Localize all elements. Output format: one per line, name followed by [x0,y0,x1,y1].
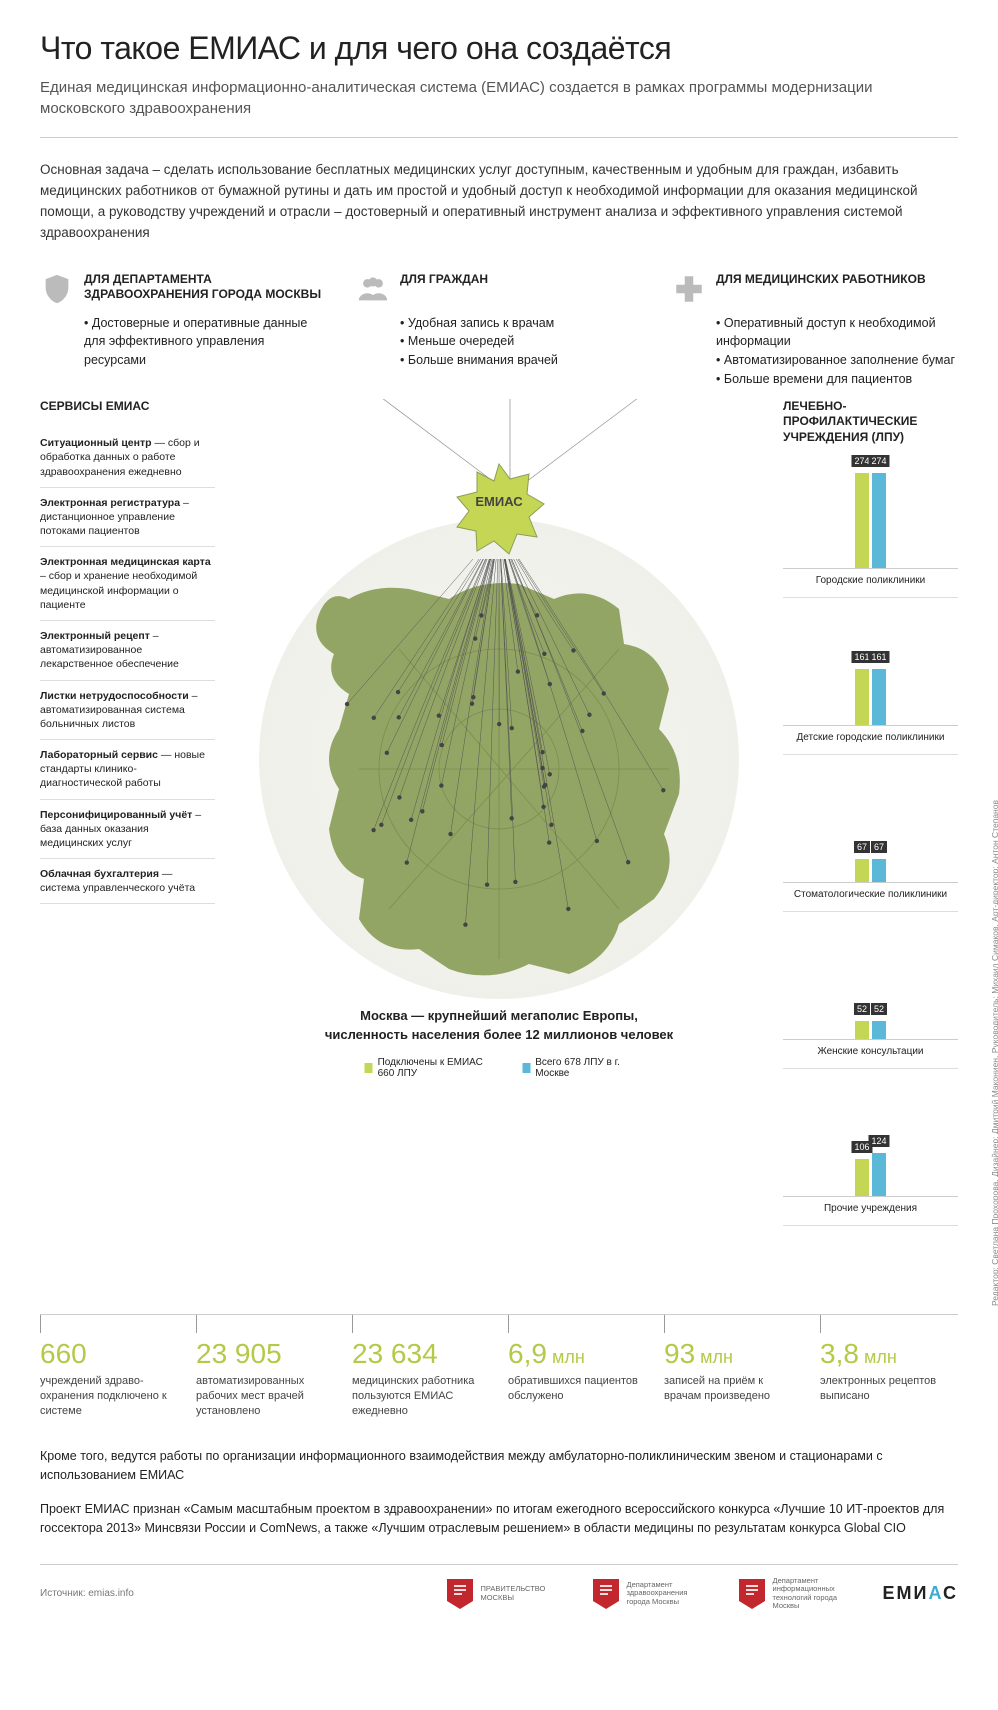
stat-block: 3,8 млн электронных рецептов выписано [820,1340,958,1419]
logo-caption: Департамент информационных технологий го… [773,1577,853,1612]
moscow-map-icon [279,559,719,989]
audience-bullet: Оперативный доступ к необходимой информа… [716,314,958,352]
partner-logo: Департамент информационных технологий го… [737,1577,853,1612]
lpu-heading: ЛЕЧЕБНО-ПРОФИЛАКТИЧЕСКИЕ УЧРЕЖДЕНИЯ (ЛПУ… [783,399,958,446]
logo-caption: Департамент здравоохранения города Москв… [627,1581,707,1607]
stat-text: электронных рецептов выписано [820,1374,958,1404]
service-item: Электронная регистратура – дистанционное… [40,488,215,548]
audience-bullet: Удобная запись к врачам [400,314,642,333]
lpu-chart: 52 52 Женские консультации [783,930,958,1069]
audience-bullet: Достоверные и оперативные данные для эфф… [84,314,326,370]
lpu-bar-connected: 161 [855,669,869,725]
outro-p2: Проект ЕМИАС признан «Самым масштабным п… [40,1500,958,1539]
stat-text: учреждений здраво­охранения подключено к… [40,1374,178,1419]
emias-logo: ЕМИАС [883,1583,959,1604]
emias-star-icon [449,459,549,559]
outro: Кроме того, ведутся работы по организаци… [40,1447,958,1539]
cross-icon [672,272,706,306]
shield-logo-icon [445,1577,475,1611]
credits-text: Редактор: Светлана Прохорова. Дизайнер: … [990,800,998,1306]
lpu-bar-connected: 67 [855,859,869,882]
stat-number: 93 млн [664,1340,802,1368]
lpu-bar-total: 124 [872,1153,886,1196]
lpu-bar-connected: 106 [855,1159,869,1196]
audience-title: ДЛЯ ГРАЖДАН [400,272,488,287]
services-heading: СЕРВИСЫ ЕМИАС [40,399,215,415]
stat-number: 3,8 млн [820,1340,958,1368]
stat-text: автомати­зированных рабочих мест врачей … [196,1374,334,1419]
service-item: Персонифици­рованный учёт – база данных … [40,800,215,860]
service-item: Ситуационный центр — сбор и обработка да… [40,428,215,488]
stat-block: 660 учреждений здраво­охранения подключе… [40,1340,178,1419]
people-icon [356,272,390,306]
lpu-chart: 274 274 Городские поликлиники [783,459,958,598]
stat-number: 23 634 [352,1340,490,1368]
lpu-bar-total: 67 [872,859,886,882]
source-label: Источник: emias.info [40,1588,134,1599]
lpu-bar-connected: 52 [855,1021,869,1039]
audiences-row: ДЛЯ ДЕПАРТАМЕНТА ЗДРАВООХРАНЕНИЯ ГОРОДА … [40,272,958,389]
audience-title: ДЛЯ МЕДИЦИНСКИХ РАБОТНИКОВ [716,272,926,287]
footer: Источник: emias.info ПРАВИТЕЛЬСТВО МОСКВ… [40,1564,958,1612]
lpu-label: Женские консультации [783,1046,958,1069]
audience-title: ДЛЯ ДЕПАРТАМЕНТА ЗДРАВООХРАНЕНИЯ ГОРОДА … [84,272,326,302]
stat-text: медицинских работника пользуются ЕМИАС е… [352,1374,490,1419]
shield-icon [40,272,74,306]
emias-star-label: ЕМИАС [475,494,522,509]
map-caption: Москва — крупнейший мегаполис Европы,чис… [230,1007,768,1043]
lpu-label: Прочие учреждения [783,1203,958,1226]
service-item: Листки нетрудо­способности – автоматизир… [40,681,215,741]
service-item: Лабораторный сервис — новые стандарты кл… [40,740,215,800]
logo-caption: ПРАВИТЕЛЬСТВО МОСКВЫ [481,1585,561,1602]
stats-row: 660 учреждений здраво­охранения подключе… [40,1314,958,1419]
stat-block: 23 634 медицинских работника пользуются … [352,1340,490,1419]
stat-block: 93 млн записей на приём к врачам произве… [664,1340,802,1419]
audience-block: ДЛЯ ГРАЖДАН Удобная запись к врачамМеньш… [356,272,642,389]
lpu-bar-total: 161 [872,669,886,725]
map-legend: Подключены к ЕМИАС 660 ЛПУ Всего 678 ЛПУ… [365,1057,634,1079]
page-title: Что такое ЕМИАС и для чего она создаётся [40,30,958,67]
stat-text: обратившихся пациентов обслужено [508,1374,646,1404]
map-area: ЕМИАС Москва — крупнейший мегаполис Евро… [230,399,768,1039]
lpu-bar-connected: 274 [855,473,869,568]
audience-bullet: Больше времени для пациентов [716,370,958,389]
audience-bullet: Меньше очередей [400,332,642,351]
partner-logo: Департамент здравоохранения города Москв… [591,1577,707,1611]
service-item: Облачная бухгалтерия — система управлен­… [40,859,215,904]
audience-bullet: Больше внимания врачей [400,351,642,370]
lpu-bar-total: 52 [872,1021,886,1039]
lpu-label: Детские городские поликлиники [783,732,958,755]
lpu-bar-total: 274 [872,473,886,568]
service-item: Электронная медицинская карта – сбор и х… [40,547,215,621]
shield-logo-icon [737,1577,767,1611]
partner-logo: ПРАВИТЕЛЬСТВО МОСКВЫ [445,1577,561,1611]
stat-number: 23 905 [196,1340,334,1368]
stat-block: 23 905 автомати­зированных рабочих мест … [196,1340,334,1419]
lpu-label: Городские поликлиники [783,575,958,598]
stat-number: 660 [40,1340,178,1368]
stat-number: 6,9 млн [508,1340,646,1368]
services-column: СЕРВИСЫ ЕМИАС Ситуационный центр — сбор … [40,399,215,1245]
audience-bullet: Автоматизированное заполнение бумаг [716,351,958,370]
outro-p1: Кроме того, ведутся работы по организаци… [40,1447,958,1486]
lpu-chart: 161 161 Детские городские поликлиники [783,616,958,755]
legend-b: Всего 678 ЛПУ в г. Москве [535,1057,633,1079]
lpu-column: ЛЕЧЕБНО-ПРОФИЛАКТИЧЕСКИЕ УЧРЕЖДЕНИЯ (ЛПУ… [783,399,958,1245]
stat-text: записей на приём к врачам произведено [664,1374,802,1404]
audience-block: ДЛЯ ДЕПАРТАМЕНТА ЗДРАВООХРАНЕНИЯ ГОРОДА … [40,272,326,389]
audience-block: ДЛЯ МЕДИЦИНСКИХ РАБОТНИКОВ Оперативный д… [672,272,958,389]
legend-a: Подключены к ЕМИАС 660 ЛПУ [378,1057,498,1079]
lpu-chart: 67 67 Стоматологические поликлиники [783,773,958,912]
lpu-chart: 106 124 Прочие учреждения [783,1087,958,1226]
intro-text: Основная задача – сделать использование … [40,160,958,244]
lpu-label: Стоматологические поликлиники [783,889,958,912]
stat-block: 6,9 млн обратившихся пациентов обслужено [508,1340,646,1419]
shield-logo-icon [591,1577,621,1611]
page-subtitle: Единая медицинская информационно-аналити… [40,77,958,138]
service-item: Электронный рецепт – автоматизированное … [40,621,215,681]
